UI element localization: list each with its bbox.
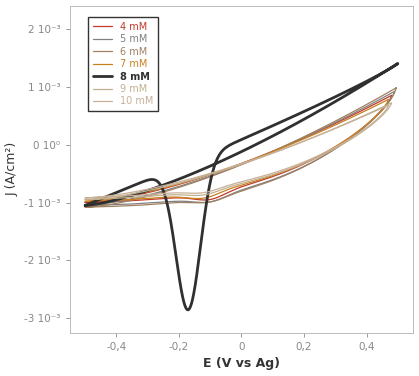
4 mM [206,197,211,202]
10 mM [145,187,150,192]
5 mM [83,203,88,208]
6 mM [277,176,282,180]
7 mM [386,97,391,102]
7 mM [83,199,88,204]
4 mM [331,122,336,127]
8 mM [166,181,171,185]
5 mM [207,200,212,204]
4 mM [83,200,88,205]
Line: 10 mM: 10 mM [85,105,388,198]
9 mM [389,101,394,105]
X-axis label: E (V vs Ag): E (V vs Ag) [203,358,280,370]
Line: 4 mM: 4 mM [85,96,392,203]
9 mM [145,188,150,193]
6 mM [219,196,224,201]
7 mM [205,195,210,200]
10 mM [328,128,333,133]
8 mM [83,203,88,208]
Line: 7 mM: 7 mM [85,99,388,202]
10 mM [83,196,88,200]
4 mM [353,112,358,116]
8 mM [294,121,299,126]
5 mM [392,89,397,94]
7 mM [145,190,150,194]
7 mM [216,191,221,196]
4 mM [217,194,222,199]
5 mM [218,196,223,201]
10 mM [350,119,355,123]
8 mM [379,71,384,76]
4 mM [274,173,279,177]
8 mM [395,61,400,66]
7 mM [272,173,277,177]
8 mM [83,203,88,208]
6 mM [83,205,88,209]
9 mM [83,197,88,202]
Line: 6 mM: 6 mM [85,88,396,207]
6 mM [146,194,151,199]
9 mM [206,192,211,196]
10 mM [83,196,88,200]
8 mM [366,78,371,83]
7 mM [83,199,88,204]
Y-axis label: J (A/cm²): J (A/cm²) [5,142,18,196]
Legend: 4 mM, 5 mM, 6 mM, 7 mM, 8 mM, 9 mM, 10 mM: 4 mM, 5 mM, 6 mM, 7 mM, 8 mM, 9 mM, 10 m… [88,17,158,111]
9 mM [83,197,88,202]
5 mM [333,120,338,124]
8 mM [354,87,359,91]
8 mM [186,308,191,312]
5 mM [146,193,151,197]
9 mM [331,127,336,131]
7 mM [350,115,355,119]
10 mM [386,103,391,108]
5 mM [276,175,281,180]
Line: 8 mM: 8 mM [85,64,398,310]
4 mM [83,200,88,205]
10 mM [205,190,210,194]
6 mM [83,205,88,209]
9 mM [217,188,222,193]
6 mM [357,106,362,111]
9 mM [353,117,358,122]
4 mM [389,93,394,98]
6 mM [394,86,399,90]
5 mM [356,109,361,113]
10 mM [216,186,221,191]
Line: 9 mM: 9 mM [85,103,392,200]
8 mM [188,172,193,177]
Line: 5 mM: 5 mM [85,91,395,205]
4 mM [145,190,150,195]
6 mM [334,118,339,123]
7 mM [328,125,333,129]
10 mM [272,170,277,175]
9 mM [274,171,279,176]
5 mM [83,203,88,208]
6 mM [208,200,213,204]
